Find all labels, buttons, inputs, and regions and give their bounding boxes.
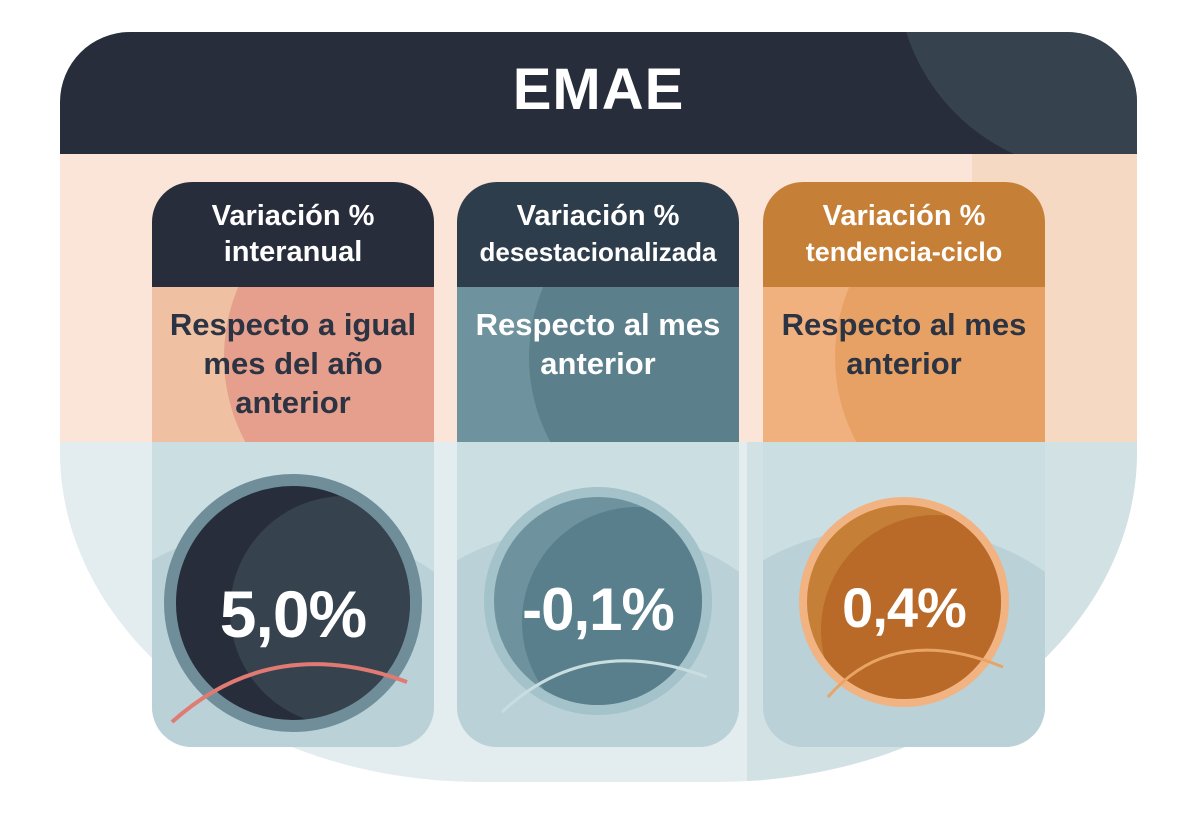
value-circle: 0,4% [799, 497, 1009, 707]
card-value-area: 5,0% [152, 442, 434, 747]
value-label: -0,1% [522, 576, 675, 643]
card-description: Respecto al mes anterior [763, 287, 1045, 442]
card-heading: Variación % tendencia-ciclo [763, 182, 1045, 287]
value-circle: 5,0% [164, 474, 422, 732]
page-title: EMAE [512, 57, 685, 122]
card-value-area: -0,1% [457, 442, 739, 747]
card-heading: Variación % interanual [152, 182, 434, 287]
card-tendencia-ciclo: Variación % tendencia-ciclo Respecto al … [763, 182, 1045, 747]
value-circle: -0,1% [484, 487, 712, 715]
card-description: Respecto al mes anterior [457, 287, 739, 442]
emae-infographic: EMAE Variación % interanual Respecto a i… [60, 32, 1137, 782]
value-label: 0,4% [842, 576, 967, 639]
card-description: Respecto a igual mes del año anterior [152, 287, 434, 442]
header-banner: EMAE [60, 32, 1137, 154]
card-heading: Variación % desestacionalizada [457, 182, 739, 287]
value-label: 5,0% [219, 577, 367, 651]
card-desestacionalizada: Variación % desestacionalizada Respecto … [457, 182, 739, 747]
card-interanual: Variación % interanual Respecto a igual … [152, 182, 434, 747]
card-value-area: 0,4% [763, 442, 1045, 747]
